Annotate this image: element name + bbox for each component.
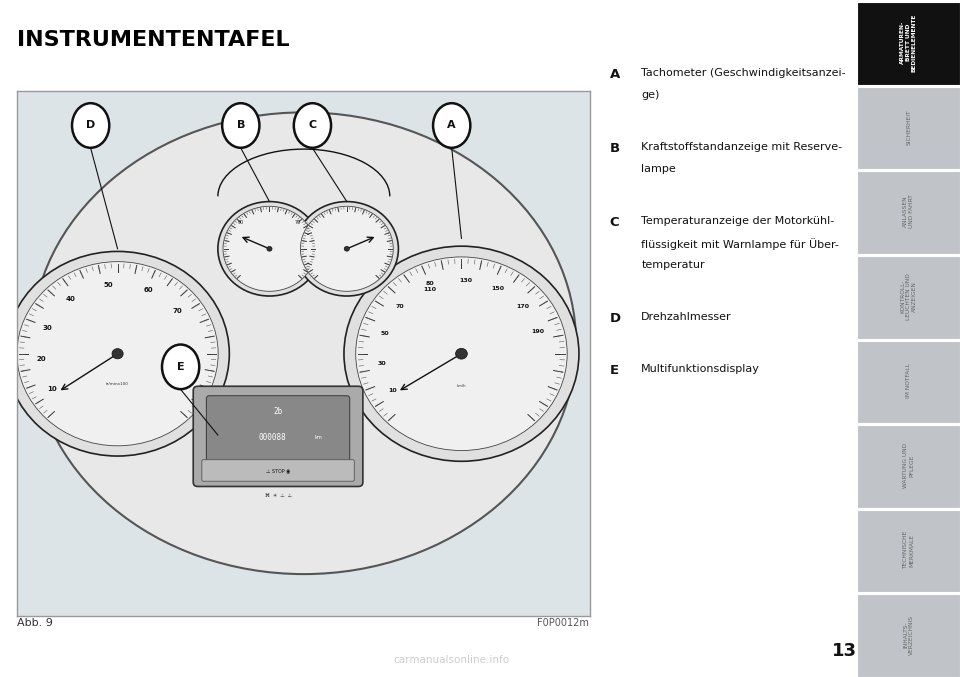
Text: 130: 130 — [459, 278, 472, 283]
Text: 70: 70 — [295, 220, 300, 225]
Circle shape — [356, 257, 567, 450]
Text: ARMATUREN-
BRETT UND
BEDIENELEMENTE: ARMATUREN- BRETT UND BEDIENELEMENTE — [900, 13, 917, 72]
Circle shape — [218, 202, 321, 296]
Circle shape — [300, 206, 394, 291]
Text: 40: 40 — [66, 296, 76, 302]
Text: flüssigkeit mit Warnlampe für Über-: flüssigkeit mit Warnlampe für Über- — [641, 238, 839, 250]
Text: ANLASSEN
UND FAHRT: ANLASSEN UND FAHRT — [903, 195, 914, 228]
Text: C: C — [308, 121, 317, 131]
Circle shape — [112, 349, 123, 359]
Text: B: B — [610, 142, 620, 155]
Text: C: C — [610, 216, 619, 229]
Text: A: A — [610, 68, 620, 81]
Text: TECHNISCHE
MERKMALE: TECHNISCHE MERKMALE — [903, 531, 914, 569]
Text: 30: 30 — [378, 362, 387, 366]
Text: IM NOTFALL: IM NOTFALL — [906, 364, 911, 398]
Text: SICHERHEIT: SICHERHEIT — [906, 109, 911, 145]
Text: temperatur: temperatur — [641, 260, 705, 270]
Ellipse shape — [162, 345, 200, 389]
Text: 000088: 000088 — [258, 433, 286, 442]
FancyBboxPatch shape — [206, 395, 349, 461]
Circle shape — [456, 349, 468, 359]
Text: Temperaturanzeige der Motorkühl-: Temperaturanzeige der Motorkühl- — [641, 216, 834, 226]
Text: 2b: 2b — [274, 407, 282, 416]
Text: 20: 20 — [36, 355, 47, 362]
Text: 150: 150 — [492, 286, 504, 291]
Text: B: B — [236, 121, 245, 131]
Text: 10: 10 — [47, 385, 57, 391]
Text: 13: 13 — [832, 642, 857, 660]
Text: WARTUNG UND
PFLEGE: WARTUNG UND PFLEGE — [903, 443, 914, 488]
Circle shape — [267, 246, 272, 251]
Text: E: E — [610, 364, 619, 378]
Ellipse shape — [222, 103, 259, 148]
Text: Abb. 9: Abb. 9 — [17, 618, 53, 628]
Text: E: E — [177, 362, 184, 372]
Text: 50: 50 — [104, 282, 113, 288]
Circle shape — [17, 261, 218, 446]
Text: km: km — [314, 435, 322, 440]
Text: ⌘  ☀  ⚠  ⚠: ⌘ ☀ ⚠ ⚠ — [265, 493, 292, 498]
Circle shape — [344, 246, 579, 461]
Text: INHALTS-
VERZEICHNIS: INHALTS- VERZEICHNIS — [903, 615, 914, 655]
Text: Multifunktionsdisplay: Multifunktionsdisplay — [641, 364, 760, 374]
Text: lampe: lampe — [641, 164, 676, 174]
Text: 60: 60 — [144, 287, 154, 293]
Text: A: A — [447, 121, 456, 131]
Text: 170: 170 — [516, 304, 529, 309]
Text: D: D — [610, 312, 621, 325]
Text: 70: 70 — [396, 304, 404, 309]
Text: ⚠ STOP ◉: ⚠ STOP ◉ — [266, 468, 290, 473]
Text: F0P0012m: F0P0012m — [537, 618, 588, 628]
Text: km/h: km/h — [457, 384, 467, 388]
Text: 90: 90 — [238, 220, 244, 225]
Text: 50: 50 — [380, 331, 389, 336]
Text: ge): ge) — [641, 89, 660, 100]
Text: Tachometer (Geschwindigkeitsanzei-: Tachometer (Geschwindigkeitsanzei- — [641, 68, 846, 78]
Text: 70: 70 — [173, 308, 182, 314]
Text: 80
110: 80 110 — [423, 281, 437, 292]
Text: Kraftstoffstandanzeige mit Reserve-: Kraftstoffstandanzeige mit Reserve- — [641, 142, 843, 152]
Text: INSTRUMENTENTAFEL: INSTRUMENTENTAFEL — [17, 30, 290, 51]
Text: tr/minx100: tr/minx100 — [107, 383, 129, 387]
Text: KONTROLL-
LEUCHTEN UND
ANZEIGEN: KONTROLL- LEUCHTEN UND ANZEIGEN — [900, 273, 917, 320]
Circle shape — [296, 202, 398, 296]
Text: 190: 190 — [531, 328, 544, 334]
Text: carmanualsonline.info: carmanualsonline.info — [394, 655, 509, 665]
Text: 10: 10 — [388, 388, 396, 393]
Text: D: D — [86, 121, 95, 131]
Text: 30: 30 — [42, 325, 52, 330]
Circle shape — [6, 251, 229, 456]
Circle shape — [345, 246, 349, 251]
FancyBboxPatch shape — [193, 387, 363, 487]
Ellipse shape — [294, 103, 331, 148]
Circle shape — [223, 206, 316, 291]
Ellipse shape — [433, 103, 470, 148]
Ellipse shape — [32, 112, 576, 574]
FancyBboxPatch shape — [202, 460, 354, 481]
Text: Drehzahlmesser: Drehzahlmesser — [641, 312, 732, 322]
Ellipse shape — [72, 103, 109, 148]
